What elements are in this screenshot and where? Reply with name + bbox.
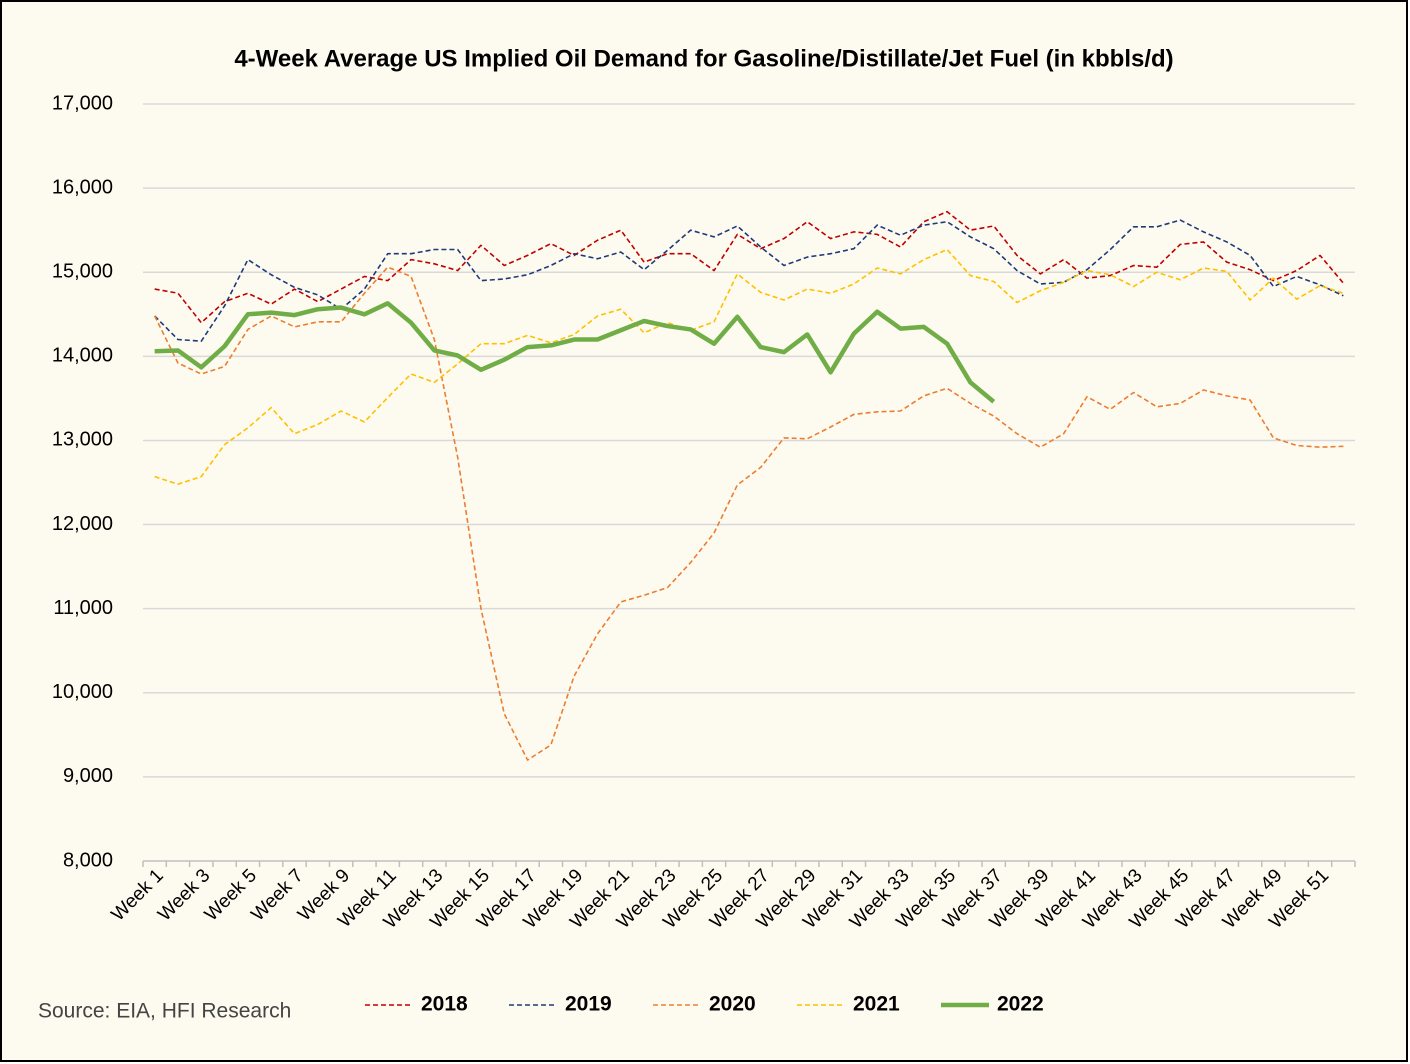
legend-label: 2019 — [565, 993, 612, 1016]
y-tick-label: 8,000 — [63, 849, 113, 871]
series-line — [154, 210, 1344, 324]
legend-label: 2020 — [709, 993, 756, 1016]
y-tick-label: 11,000 — [53, 597, 113, 619]
y-tick-label: 14,000 — [52, 345, 113, 367]
y-tick-label: 12,000 — [52, 513, 113, 535]
series-line — [153, 266, 1344, 761]
series-line — [154, 248, 1344, 485]
y-tick-label: 10,000 — [52, 681, 113, 703]
y-tick-label: 16,000 — [52, 176, 113, 198]
series-line — [154, 219, 1344, 342]
legend-label: 2018 — [421, 993, 468, 1016]
source-note: Source: EIA, HFI Research — [38, 1000, 291, 1023]
legend-label: 2022 — [997, 993, 1044, 1016]
chart-title: 4-Week Average US Implied Oil Demand for… — [234, 45, 1173, 72]
legend-label: 2021 — [853, 993, 900, 1016]
y-tick-label: 13,000 — [52, 429, 113, 451]
y-tick-label: 9,000 — [63, 765, 113, 787]
y-tick-label: 15,000 — [52, 261, 113, 283]
series-line — [154, 301, 996, 404]
y-tick-label: 17,000 — [52, 92, 113, 114]
